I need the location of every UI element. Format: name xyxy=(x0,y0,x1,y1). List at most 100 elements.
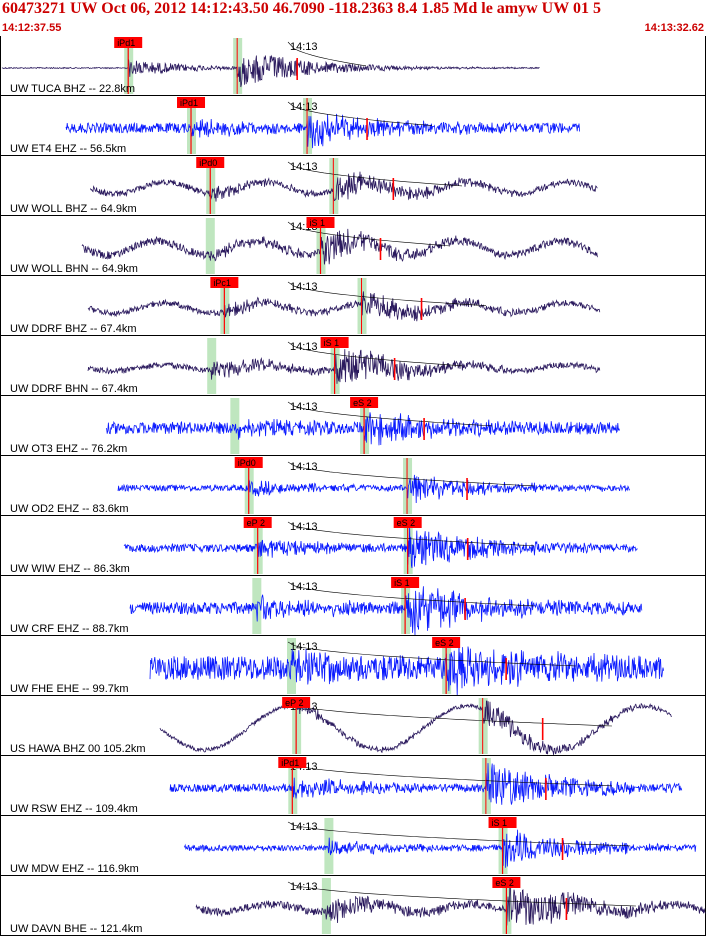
pick-label-box xyxy=(234,457,263,468)
pick-label: iPd1 xyxy=(281,758,299,768)
trace-row-10: 14:13 eS 2 UW FHE EHE -- 99.7km xyxy=(0,636,706,696)
pick-label-box xyxy=(320,337,349,348)
minute-tick-label: 14:13 xyxy=(290,581,318,593)
minute-tick-label: 14:13 xyxy=(290,101,318,113)
pick-label-box xyxy=(114,37,143,48)
pick-label-box xyxy=(393,517,422,528)
event-header: 60473271 UW Oct 06, 2012 14:12:43.50 46.… xyxy=(0,0,706,36)
pick-label: iPd1 xyxy=(180,98,198,108)
station-label: UW RSW EHZ -- 109.4km xyxy=(10,803,138,815)
pick-label-box xyxy=(177,97,206,108)
coda-curve xyxy=(287,341,463,367)
coda-curve xyxy=(287,821,631,847)
minute-tick-label: 14:13 xyxy=(290,281,318,293)
window-end-time: 14:13:32.62 xyxy=(644,22,704,34)
coda-curve xyxy=(287,521,535,547)
waveform xyxy=(87,290,601,322)
station-label: US HAWA BHZ 00 105.2km xyxy=(10,743,146,755)
pick-window xyxy=(205,218,215,274)
coda-curve xyxy=(287,641,577,667)
trace-row-14: 14:13 eS 2UW DAVN BHE -- 121.4km xyxy=(0,876,706,936)
waveform xyxy=(183,829,697,868)
pick-window xyxy=(252,578,262,634)
station-label: UW TUCA BHZ -- 22.8km xyxy=(10,83,135,95)
pick-label-box xyxy=(350,397,379,408)
minute-tick-label: 14:13 xyxy=(290,341,318,353)
coda-curve xyxy=(287,101,433,126)
coda-curve xyxy=(287,701,613,727)
station-label: UW CRF EHZ -- 88.7km xyxy=(10,623,129,635)
pick-label: eS 2 xyxy=(353,398,372,408)
minute-tick-label: 14:13 xyxy=(290,461,318,473)
pick-label-box xyxy=(492,877,521,888)
trace-row-13: 14:13 iS 1UW MDW EHZ -- 116.9km xyxy=(0,816,706,876)
pick-label: iPd0 xyxy=(199,158,217,168)
station-label: UW WIW EHZ -- 86.3km xyxy=(10,563,130,575)
pick-label-box xyxy=(306,217,335,228)
waveform xyxy=(195,883,706,926)
event-title: 60473271 UW Oct 06, 2012 14:12:43.50 46.… xyxy=(2,0,601,17)
pick-window xyxy=(287,638,297,694)
station-label: UW ET4 EHZ -- 56.5km xyxy=(10,143,126,155)
trace-row-7: 14:13 iPd0 UW OD2 EHZ -- 83.6km xyxy=(0,456,706,516)
station-label: UW WOLL BHN -- 64.9km xyxy=(10,263,138,275)
pick-window xyxy=(321,878,331,934)
pick-label: eS 2 xyxy=(495,878,514,888)
waveform xyxy=(81,228,598,265)
waveform xyxy=(129,586,643,636)
pick-label: iPd0 xyxy=(238,458,256,468)
station-label: UW FHE EHE -- 99.7km xyxy=(10,683,129,695)
waveform xyxy=(117,474,631,504)
station-label: UW OD2 EHZ -- 83.6km xyxy=(10,503,129,515)
station-label: UW DDRF BHZ -- 67.4km xyxy=(10,323,137,335)
pick-label: iPd1 xyxy=(117,38,135,48)
trace-row-5: 14:13 iS 1 UW DDRF BHN -- 67.4km xyxy=(0,336,706,396)
pick-label: iS 1 xyxy=(394,578,410,588)
station-label: UW WOLL BHZ -- 64.9km xyxy=(10,203,137,215)
station-label: UW DAVN BHE -- 121.4km xyxy=(10,923,142,935)
minute-tick-label: 14:13 xyxy=(290,161,318,173)
trace-row-1: 14:13 iPd1 UW ET4 EHZ -- 56.5km xyxy=(0,96,706,156)
pick-label: eP 2 xyxy=(285,698,303,708)
pick-label-box xyxy=(243,517,272,528)
pick-label-box xyxy=(488,817,517,828)
pick-label: iS 1 xyxy=(324,338,340,348)
coda-curve xyxy=(287,161,463,187)
pick-label: iPc1 xyxy=(213,278,231,288)
waveform xyxy=(65,113,580,149)
trace-row-6: 14:13 eS 2 UW OT3 EHZ -- 76.2km xyxy=(0,396,706,456)
station-label: UW OT3 EHZ -- 76.2km xyxy=(10,443,127,455)
coda-curve xyxy=(287,281,487,306)
waveform xyxy=(90,171,598,202)
waveform xyxy=(105,412,620,446)
coda-curve xyxy=(287,581,535,607)
waveform xyxy=(123,525,638,569)
pick-label-box xyxy=(432,637,461,648)
waveform xyxy=(149,644,664,696)
pick-label: iS 1 xyxy=(310,218,326,228)
minute-tick-label: 14:13 xyxy=(290,521,318,533)
pick-label-box xyxy=(278,757,307,768)
trace-row-4: 14:13 iPc1 UW DDRF BHZ -- 67.4km xyxy=(0,276,706,336)
coda-curve xyxy=(287,221,451,247)
coda-curve xyxy=(287,761,613,787)
waveform xyxy=(159,700,672,755)
pick-label: eS 2 xyxy=(397,518,416,528)
pick-label: eP 2 xyxy=(247,518,265,528)
station-label: UW MDW EHZ -- 116.9km xyxy=(10,863,139,875)
pick-label-box xyxy=(282,697,311,708)
pick-window xyxy=(207,338,217,394)
waveform xyxy=(87,349,601,384)
pick-label-box xyxy=(391,577,420,588)
coda-curve xyxy=(287,461,535,487)
minute-tick-label: 14:13 xyxy=(290,641,318,653)
coda-curve xyxy=(287,41,367,67)
trace-row-9: 14:13 iS 1 UW CRF EHZ -- 88.7km xyxy=(0,576,706,636)
pick-label-box xyxy=(196,157,225,168)
minute-tick-label: 14:13 xyxy=(290,401,318,413)
coda-curve xyxy=(287,401,493,427)
station-label: UW DDRF BHN -- 67.4km xyxy=(10,383,138,395)
